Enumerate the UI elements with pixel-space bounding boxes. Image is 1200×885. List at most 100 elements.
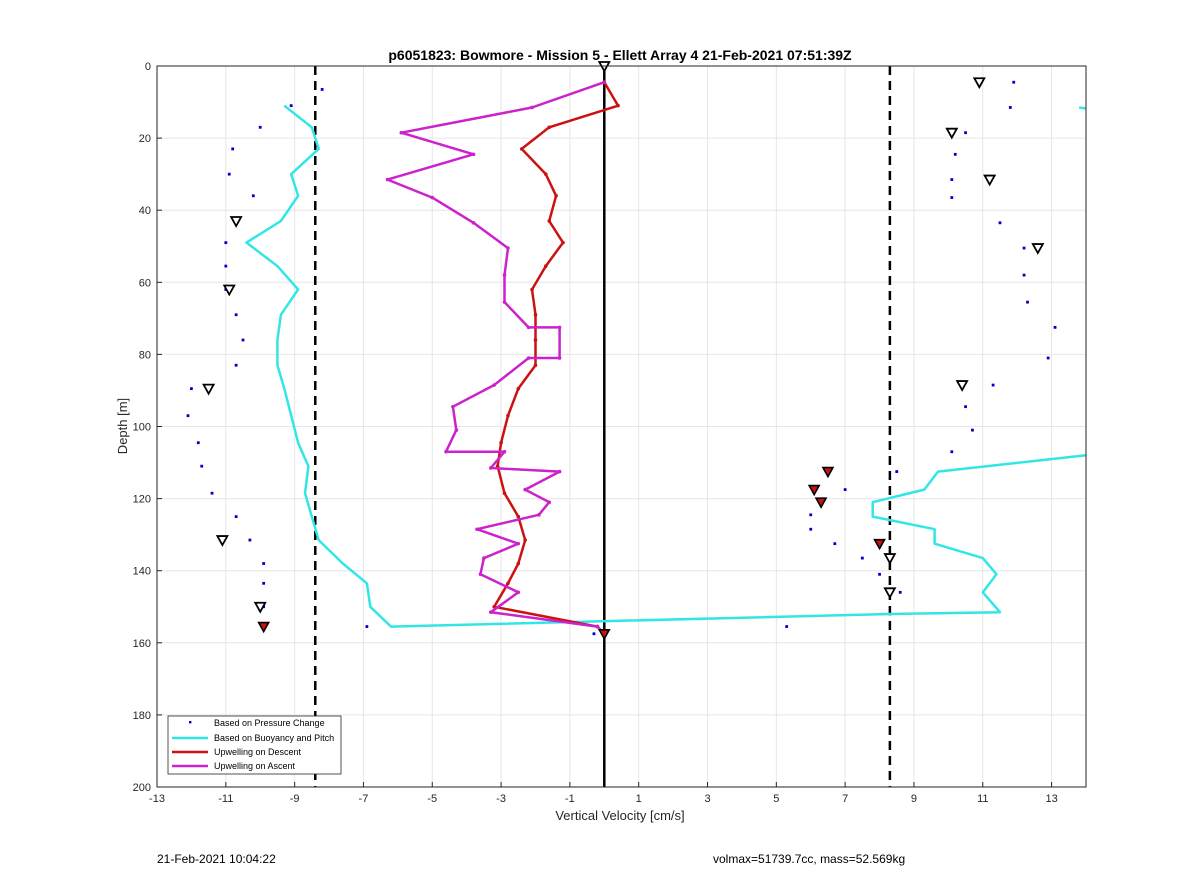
pressure-change-point [1026, 300, 1029, 304]
ascent-point [557, 325, 562, 330]
ascent-point [488, 610, 493, 614]
y-tick-label: 140 [133, 566, 151, 578]
x-tick-label: -3 [496, 793, 506, 805]
pressure-change-point [785, 625, 789, 628]
y-tick-label: 120 [133, 494, 151, 506]
descent-point [502, 491, 507, 495]
ascent-point [385, 177, 390, 182]
ascent-point [502, 300, 507, 304]
pressure-change-point [950, 450, 954, 454]
pressure-change-point [971, 428, 974, 432]
ascent-point [602, 80, 607, 85]
pressure-change-point [1008, 106, 1012, 109]
open-triangle-marker [222, 284, 236, 297]
pressure-change-point [895, 470, 899, 473]
footer-timestamp: 21-Feb-2021 10:04:22 [157, 852, 276, 866]
y-tick-label: 200 [133, 782, 151, 794]
footer-summary: volmax=51739.7cc, mass=52.569kg [713, 852, 906, 866]
x-tick-label: -13 [149, 793, 165, 805]
descent-point [523, 538, 527, 542]
descent-point [547, 125, 552, 130]
pressure-change-point [186, 414, 190, 418]
y-tick-label: 0 [145, 61, 151, 73]
legend-box [167, 715, 342, 775]
legend-label-ascent: Upwelling on Ascent [214, 761, 296, 771]
descent-point [506, 413, 510, 418]
pressure-change-point [227, 172, 231, 176]
pressure-change-point [365, 625, 369, 628]
pressure-change-point [809, 513, 813, 517]
ascent-point [516, 541, 521, 546]
pressure-change-point [289, 104, 293, 108]
ascent-point [530, 105, 534, 110]
y-axis-label: Depth [m] [115, 398, 130, 454]
descent-point [495, 464, 500, 468]
pressure-change-point [234, 363, 238, 367]
y-tick-label: 80 [139, 349, 151, 361]
descent-point [533, 338, 538, 342]
open-triangle-marker [955, 380, 969, 392]
pressure-change-point [262, 562, 266, 565]
pressure-change-point [953, 152, 957, 156]
pressure-change-point [991, 383, 995, 387]
x-tick-label: -5 [427, 793, 437, 805]
ascent-point [471, 152, 476, 157]
open-triangle-marker [883, 587, 897, 600]
filled-triangle-marker [597, 628, 611, 641]
ascent-point [557, 356, 562, 360]
ascent-point [430, 195, 435, 200]
ascent-point [502, 449, 507, 454]
pressure-change-point [592, 632, 596, 636]
chart-title: p6051823: Bowmore - Mission 5 - Ellett A… [388, 47, 852, 63]
tick-labels: -13 -11 -9 -7 -5 -3 -1 1 3 5 7 9 11 13020406080100120… [133, 61, 1058, 805]
descent-point [516, 386, 521, 391]
ascent-point [488, 466, 493, 470]
descent-point [533, 312, 538, 317]
y-tick-label: 20 [139, 133, 151, 145]
pressure-change-point [843, 488, 847, 491]
pressure-change-point [320, 88, 324, 91]
pressure-change-point [224, 264, 228, 268]
open-triangle-marker [983, 174, 997, 187]
ascent-point [523, 487, 527, 492]
x-tick-label: -1 [565, 793, 575, 805]
ascent-point [492, 383, 496, 387]
filled-triangle-marker [807, 484, 821, 497]
descent-point [616, 103, 620, 108]
pressure-change-point [1046, 356, 1050, 360]
descent-point [547, 219, 552, 223]
y-tick-label: 40 [139, 205, 151, 217]
legend-label-buoyancy: Based on Buoyancy and Pitch [214, 733, 334, 743]
x-tick-label: -9 [290, 793, 300, 805]
legend-marker-pressure [189, 721, 192, 724]
filled-triangle-marker [257, 621, 271, 634]
descent-point [499, 440, 503, 445]
ascent-point [399, 130, 404, 135]
buoyancy-series-segment [1078, 106, 1087, 110]
pressure-change-point [248, 538, 252, 542]
pressure-change-point [860, 556, 864, 560]
descent-point [516, 514, 521, 519]
pressure-change-point [258, 125, 262, 129]
ascent-point [506, 246, 510, 250]
pressure-change-point [878, 572, 881, 576]
pressure-change-point [898, 590, 902, 594]
descent-point [506, 581, 510, 586]
pressure-change-point [964, 405, 967, 409]
x-tick-label: -7 [359, 793, 369, 805]
pressure-change-point [998, 221, 1002, 225]
ascent-point [547, 500, 552, 505]
y-tick-label: 180 [133, 710, 151, 722]
descent-point [533, 363, 538, 368]
pressure-change-point [210, 491, 214, 495]
pressure-change-point [234, 313, 238, 317]
pressure-change-point [833, 542, 837, 546]
pressure-change-point [262, 581, 266, 585]
ascent-point [444, 449, 448, 454]
ascent-point [526, 356, 531, 360]
open-triangle-marker [229, 216, 243, 228]
legend-label-descent: Upwelling on Descent [214, 747, 302, 757]
ascent-point [516, 590, 521, 595]
pressure-change-point [231, 147, 235, 151]
